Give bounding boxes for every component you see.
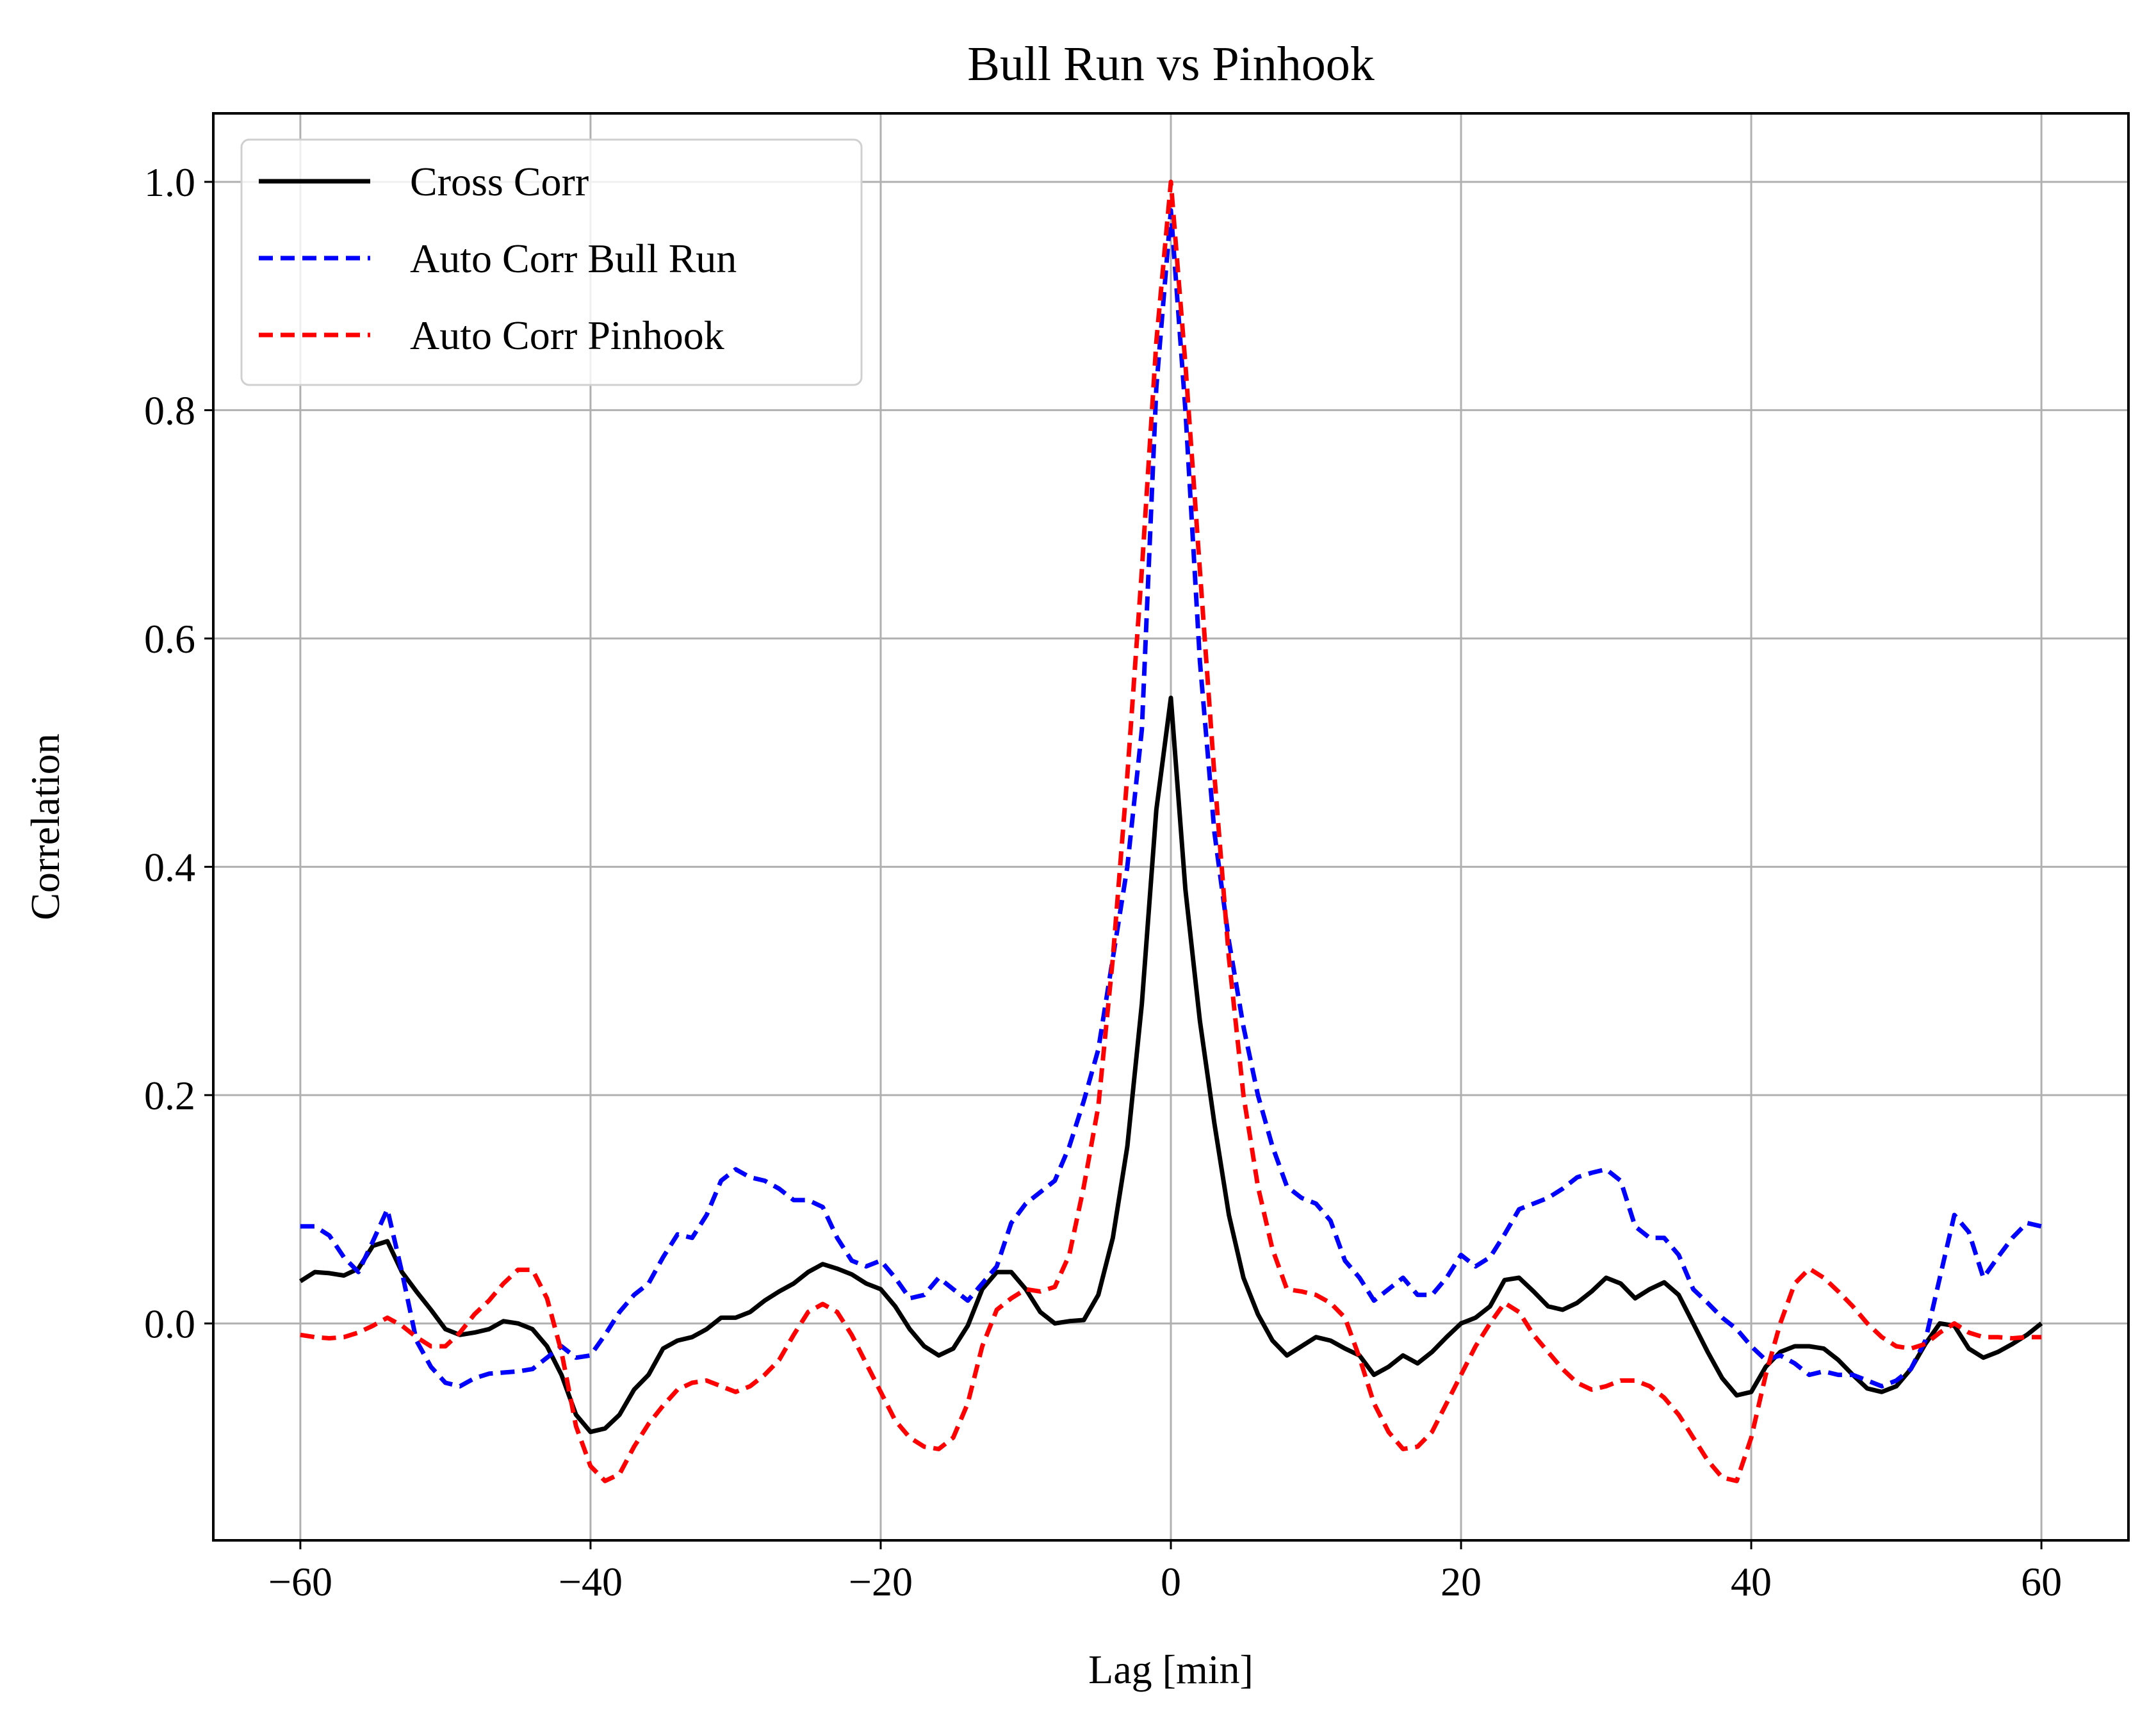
y-tick-label: 0.2 <box>144 1073 195 1118</box>
series-line-auto-corr-pinhook <box>300 179 2042 1483</box>
legend: Cross Corr Auto Corr Bull Run Auto Corr Pi… <box>240 138 863 386</box>
y-tick-label: 0.0 <box>144 1301 195 1346</box>
y-tick-label: 0.4 <box>144 844 195 890</box>
x-tick-label: 20 <box>1441 1559 1482 1604</box>
chart-title: Bull Run vs Pinhook <box>967 37 1375 91</box>
series-line-auto-corr-bull-run <box>300 208 2042 1389</box>
x-tick-label: 60 <box>2021 1559 2062 1604</box>
x-tick-label: 40 <box>1731 1559 1772 1604</box>
legend-label-cross-corr: Cross Corr <box>410 159 589 204</box>
legend-box <box>240 138 863 386</box>
series-line-cross-corr <box>299 696 2043 1435</box>
x-tick-label: −20 <box>849 1559 913 1604</box>
series-layer <box>299 179 2043 1483</box>
x-tick-label: −40 <box>559 1559 623 1604</box>
ticks: −60 −40 −20 0 20 40 60 0.0 0.2 0.4 0.6 0.8 1.0 <box>144 159 2062 1604</box>
legend-label-auto-corr-pinhook: Auto Corr Pinhook <box>410 313 724 358</box>
y-tick-label: 1.0 <box>144 159 195 205</box>
x-tick-label: −60 <box>268 1559 332 1604</box>
grid <box>213 113 2128 1540</box>
y-tick-label: 0.6 <box>144 616 195 662</box>
x-tick-label: 0 <box>1161 1559 1181 1604</box>
legend-label-auto-corr-bull-run: Auto Corr Bull Run <box>410 236 737 281</box>
y-tick-label: 0.8 <box>144 387 195 433</box>
y-axis-label: Correlation <box>22 733 68 920</box>
x-axis-label: Lag [min] <box>1088 1647 1254 1692</box>
